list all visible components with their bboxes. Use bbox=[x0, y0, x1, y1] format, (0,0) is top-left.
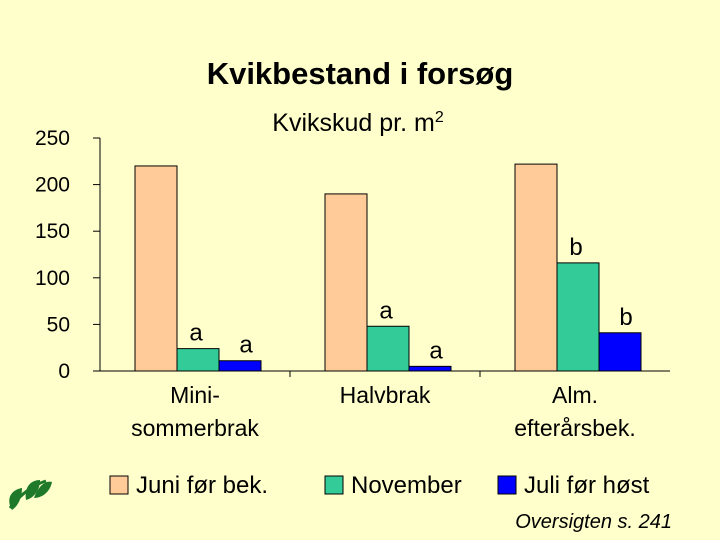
bar bbox=[218, 360, 262, 372]
data-label: b bbox=[569, 234, 582, 261]
category-label: Mini- bbox=[170, 382, 220, 408]
bar bbox=[324, 193, 368, 372]
bar bbox=[514, 163, 558, 372]
legend-label: Juli før høst bbox=[524, 472, 650, 499]
data-label: a bbox=[239, 332, 253, 359]
category-label: sommerbrak bbox=[131, 415, 259, 441]
legend-swatch bbox=[497, 475, 517, 495]
legend-swatch bbox=[324, 475, 344, 495]
bar bbox=[408, 365, 452, 372]
bar bbox=[134, 165, 178, 372]
subtitle-text: Kvikskud pr. m bbox=[272, 109, 435, 137]
data-label: a bbox=[379, 297, 393, 324]
data-label: b bbox=[619, 304, 632, 331]
data-label: a bbox=[429, 337, 443, 364]
source-note: Oversigten s. 241 bbox=[515, 511, 672, 533]
y-tick-label: 50 bbox=[47, 313, 70, 336]
plot-area: 0 50 100 150 200 250 a a Mini-sommerbrak a a Halvbr… bbox=[35, 127, 670, 441]
y-tick-label: 150 bbox=[35, 220, 70, 243]
category-label: efterårsbek. bbox=[514, 415, 635, 441]
y-tick-label: 200 bbox=[35, 174, 70, 197]
chart-title: Kvikbestand i forsøg bbox=[207, 56, 514, 91]
y-tick-label: 0 bbox=[58, 360, 70, 383]
green-leaves-logo bbox=[8, 479, 52, 510]
category-label: Alm. bbox=[552, 382, 598, 408]
y-tick-label: 100 bbox=[35, 267, 70, 290]
bar bbox=[366, 325, 410, 372]
bar bbox=[598, 332, 642, 372]
category-label: Halvbrak bbox=[340, 382, 431, 408]
chart-subtitle: Kvikskud pr. m2 bbox=[272, 109, 444, 137]
legend-label: Juni før bek. bbox=[136, 472, 268, 499]
subtitle-superscript: 2 bbox=[435, 109, 444, 126]
bar bbox=[176, 348, 220, 372]
data-label: a bbox=[189, 320, 203, 347]
bar bbox=[556, 262, 600, 372]
legend-label: November bbox=[351, 472, 462, 499]
legend-swatch bbox=[109, 475, 129, 495]
legend: Juni før bek. November Juli før høst bbox=[109, 472, 650, 499]
y-tick-label: 250 bbox=[35, 127, 70, 150]
